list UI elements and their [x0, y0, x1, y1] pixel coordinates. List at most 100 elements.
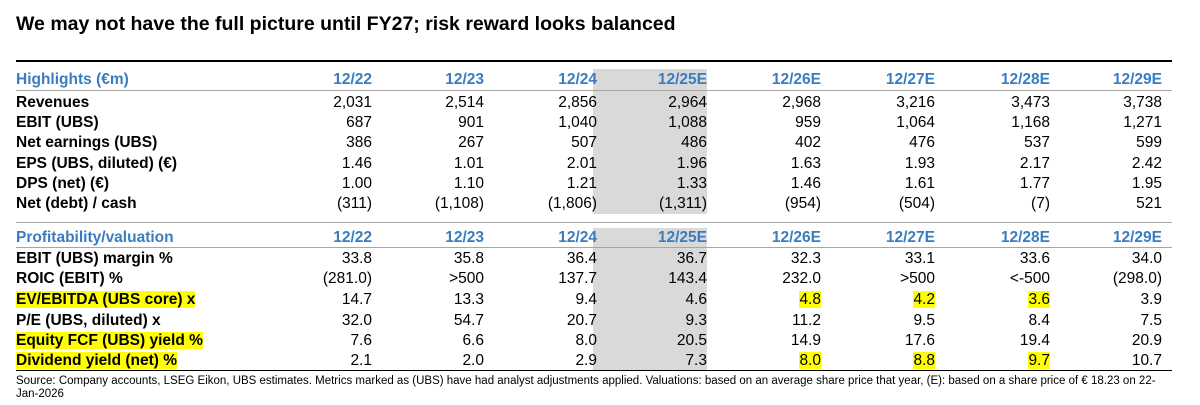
cell-value-text: 8.0 — [575, 332, 597, 349]
cell-value-text: 3,738 — [1123, 94, 1162, 111]
cell-value-text: (281.0) — [322, 270, 372, 287]
bottom-rule — [16, 370, 1172, 371]
period-header-text: 12/24 — [558, 229, 597, 246]
cell-value-text: 2,031 — [333, 94, 372, 111]
cell-value-text: 3.9 — [1140, 291, 1162, 308]
row-label: P/E (UBS, diluted) x — [16, 311, 161, 331]
cell-value-text: 1.95 — [1131, 175, 1162, 192]
cell-value-text: 35.8 — [453, 250, 484, 267]
cell-value-text: 8.4 — [1028, 312, 1050, 329]
row-label: EPS (UBS, diluted) (€) — [16, 154, 177, 174]
period-header-text: 12/25E — [657, 229, 707, 246]
period-header-text: 12/26E — [771, 71, 821, 88]
cell-value-text: 1,040 — [558, 114, 597, 131]
row-label: Revenues — [16, 93, 89, 113]
cell-value-text: 3.6 — [1028, 291, 1050, 308]
cell-value-text: 9.7 — [1028, 352, 1050, 369]
row-label: DPS (net) (€) — [16, 174, 109, 194]
cell-value: 7.6 — [272, 331, 372, 351]
cell-value-text: 2,964 — [668, 94, 707, 111]
period-header: 12/27E — [835, 228, 935, 248]
section-header-label: Highlights (€m) — [16, 71, 129, 88]
cell-value-text: (1,108) — [434, 195, 484, 212]
cell-value: (281.0) — [272, 269, 372, 289]
cell-value: 9.3 — [607, 311, 707, 331]
period-header-text: 12/22 — [333, 229, 372, 246]
cell-value: 3,473 — [950, 93, 1050, 113]
period-header: 12/26E — [721, 70, 821, 90]
section-header-row: Highlights (€m) 12/22 12/23 12/24 12/25E 12/2… — [16, 70, 1172, 90]
section-header-label: Profitability/valuation — [16, 229, 174, 246]
cell-value: 7.5 — [1062, 311, 1162, 331]
cell-value: 11.2 — [721, 311, 821, 331]
cell-value-text: 1.33 — [676, 175, 707, 192]
cell-value-text: 599 — [1136, 134, 1162, 151]
period-header-text: 12/22 — [333, 71, 372, 88]
period-header-text: 12/27E — [885, 229, 935, 246]
cell-value-text: 1,271 — [1123, 114, 1162, 131]
cell-value: 1.95 — [1062, 174, 1162, 194]
row-label: Net earnings (UBS) — [16, 133, 157, 153]
cell-value: 19.4 — [950, 331, 1050, 351]
cell-value: 2,968 — [721, 93, 821, 113]
cell-value: 537 — [950, 133, 1050, 153]
period-header-text: 12/23 — [445, 229, 484, 246]
row-label: Net (debt) / cash — [16, 194, 137, 214]
period-header: 12/23 — [384, 70, 484, 90]
cell-value-text: (1,806) — [547, 195, 597, 212]
cell-value-text: 4.2 — [913, 291, 935, 308]
source-note: Source: Company accounts, LSEG Eikon, UB… — [16, 375, 1156, 400]
cell-value-text: (311) — [336, 195, 372, 212]
cell-value: 2,031 — [272, 93, 372, 113]
cell-value: 599 — [1062, 133, 1162, 153]
section-divider — [16, 222, 1172, 223]
cell-value-text: 10.7 — [1131, 352, 1162, 369]
cell-value-text: 1.96 — [676, 155, 707, 172]
cell-value-text: 11.2 — [791, 312, 821, 329]
cell-value-text: 687 — [346, 114, 372, 131]
cell-value: 36.4 — [497, 249, 597, 269]
cell-value: 3,738 — [1062, 93, 1162, 113]
cell-value-text: 143.4 — [668, 270, 707, 287]
period-header: 12/25E — [607, 228, 707, 248]
cell-value-text: 3,473 — [1011, 94, 1050, 111]
cell-value: 20.7 — [497, 311, 597, 331]
cell-value-text: 2,856 — [558, 94, 597, 111]
cell-value-text: 9.3 — [685, 312, 707, 329]
cell-value: (311) — [272, 194, 372, 214]
period-header: 12/26E — [721, 228, 821, 248]
table-row: DPS (net) (€) 1.00 1.10 1.21 1.33 1.46 1.61 1.7… — [16, 174, 1172, 194]
cell-value: 386 — [272, 133, 372, 153]
cell-value: 2.01 — [497, 154, 597, 174]
cell-value-text: (954) — [784, 195, 821, 212]
cell-value-text: 33.6 — [1019, 250, 1050, 267]
cell-value: 3,216 — [835, 93, 935, 113]
cell-value: 1.96 — [607, 154, 707, 174]
cell-value: 8.4 — [950, 311, 1050, 331]
cell-value: 1.33 — [607, 174, 707, 194]
cell-value-text: 2,968 — [782, 94, 821, 111]
cell-value: 402 — [721, 133, 821, 153]
cell-value: 1.00 — [272, 174, 372, 194]
cell-value: (1,311) — [607, 194, 707, 214]
cell-value-text: 9.5 — [913, 312, 935, 329]
cell-value: 17.6 — [835, 331, 935, 351]
cell-value-text: 14.9 — [790, 332, 821, 349]
cell-value: 4.6 — [607, 290, 707, 310]
cell-value-text: 32.3 — [790, 250, 821, 267]
cell-value: 232.0 — [721, 269, 821, 289]
cell-value: 10.7 — [1062, 351, 1162, 371]
period-header: 12/27E — [835, 70, 935, 90]
cell-value: 35.8 — [384, 249, 484, 269]
period-header: 12/29E — [1062, 228, 1162, 248]
cell-value-text: 2.17 — [1019, 155, 1050, 172]
cell-value-text: 1.21 — [566, 175, 597, 192]
cell-value-text: 1.77 — [1019, 175, 1050, 192]
cell-value-text: 537 — [1024, 134, 1050, 151]
cell-value-text: 1,088 — [668, 114, 707, 131]
cell-value-text: 2.42 — [1131, 155, 1162, 172]
section-header-row: Profitability/valuation 12/22 12/23 12/24 12… — [16, 228, 1172, 248]
page-title: We may not have the full picture until F… — [16, 13, 676, 35]
cell-value-text: 7.6 — [350, 332, 372, 349]
cell-value: 14.9 — [721, 331, 821, 351]
